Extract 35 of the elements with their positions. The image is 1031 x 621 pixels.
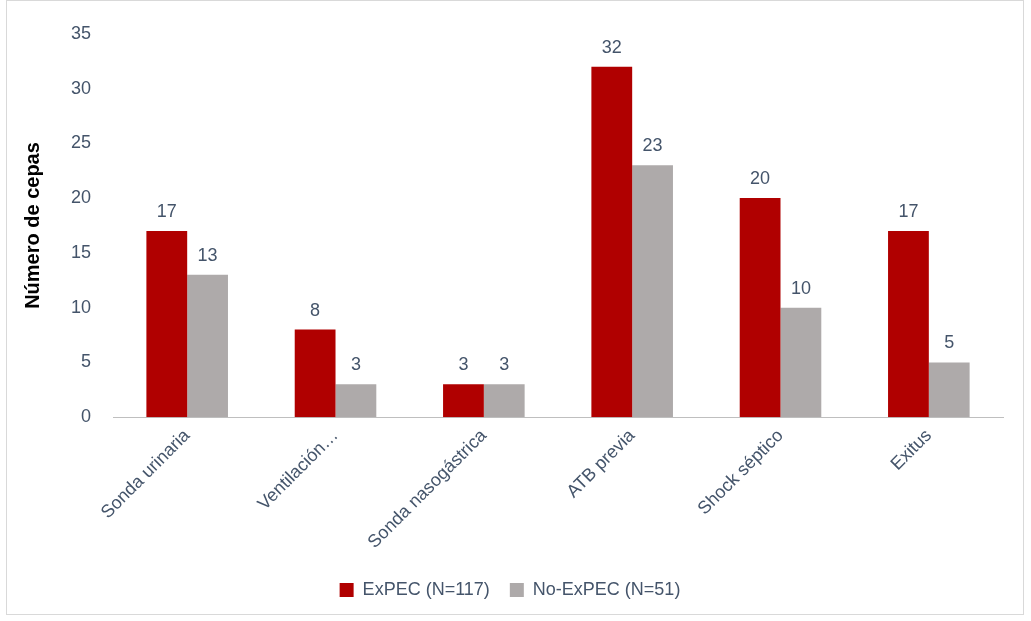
y-tick-label: 25	[70, 132, 92, 153]
y-tick-label: 0	[81, 406, 92, 427]
bar	[888, 230, 929, 418]
bar	[443, 384, 484, 418]
data-label: 32	[601, 36, 622, 57]
bar	[483, 384, 525, 418]
bar	[739, 198, 781, 418]
data-label: 10	[790, 277, 811, 298]
y-tick-label: 30	[70, 77, 92, 98]
data-label: 17	[898, 200, 919, 221]
y-axis-title: Número de cepas	[20, 142, 43, 309]
y-tick-label: 20	[70, 187, 92, 208]
legend-label: No-ExPEC (N=51)	[532, 578, 681, 599]
y-tick-label: 15	[70, 241, 92, 262]
bar	[294, 329, 336, 418]
data-label: 13	[197, 244, 218, 265]
data-label: 20	[750, 168, 771, 189]
data-label: 3	[499, 354, 510, 375]
data-label: 17	[156, 200, 177, 221]
bar	[591, 66, 633, 418]
legend-label: ExPEC (N=117)	[362, 578, 490, 599]
bar	[335, 384, 377, 418]
data-label: 3	[458, 354, 469, 375]
y-tick-label: 5	[81, 351, 92, 372]
bar	[146, 230, 188, 418]
bar	[187, 274, 228, 418]
bar	[632, 165, 673, 418]
data-label: 8	[310, 299, 321, 320]
data-label: 3	[350, 354, 361, 375]
y-tick-label: 35	[70, 22, 92, 43]
data-label: 23	[642, 135, 663, 156]
bar	[928, 362, 970, 418]
data-label: 5	[944, 332, 955, 353]
y-tick-label: 10	[70, 296, 92, 317]
bar	[780, 307, 822, 418]
